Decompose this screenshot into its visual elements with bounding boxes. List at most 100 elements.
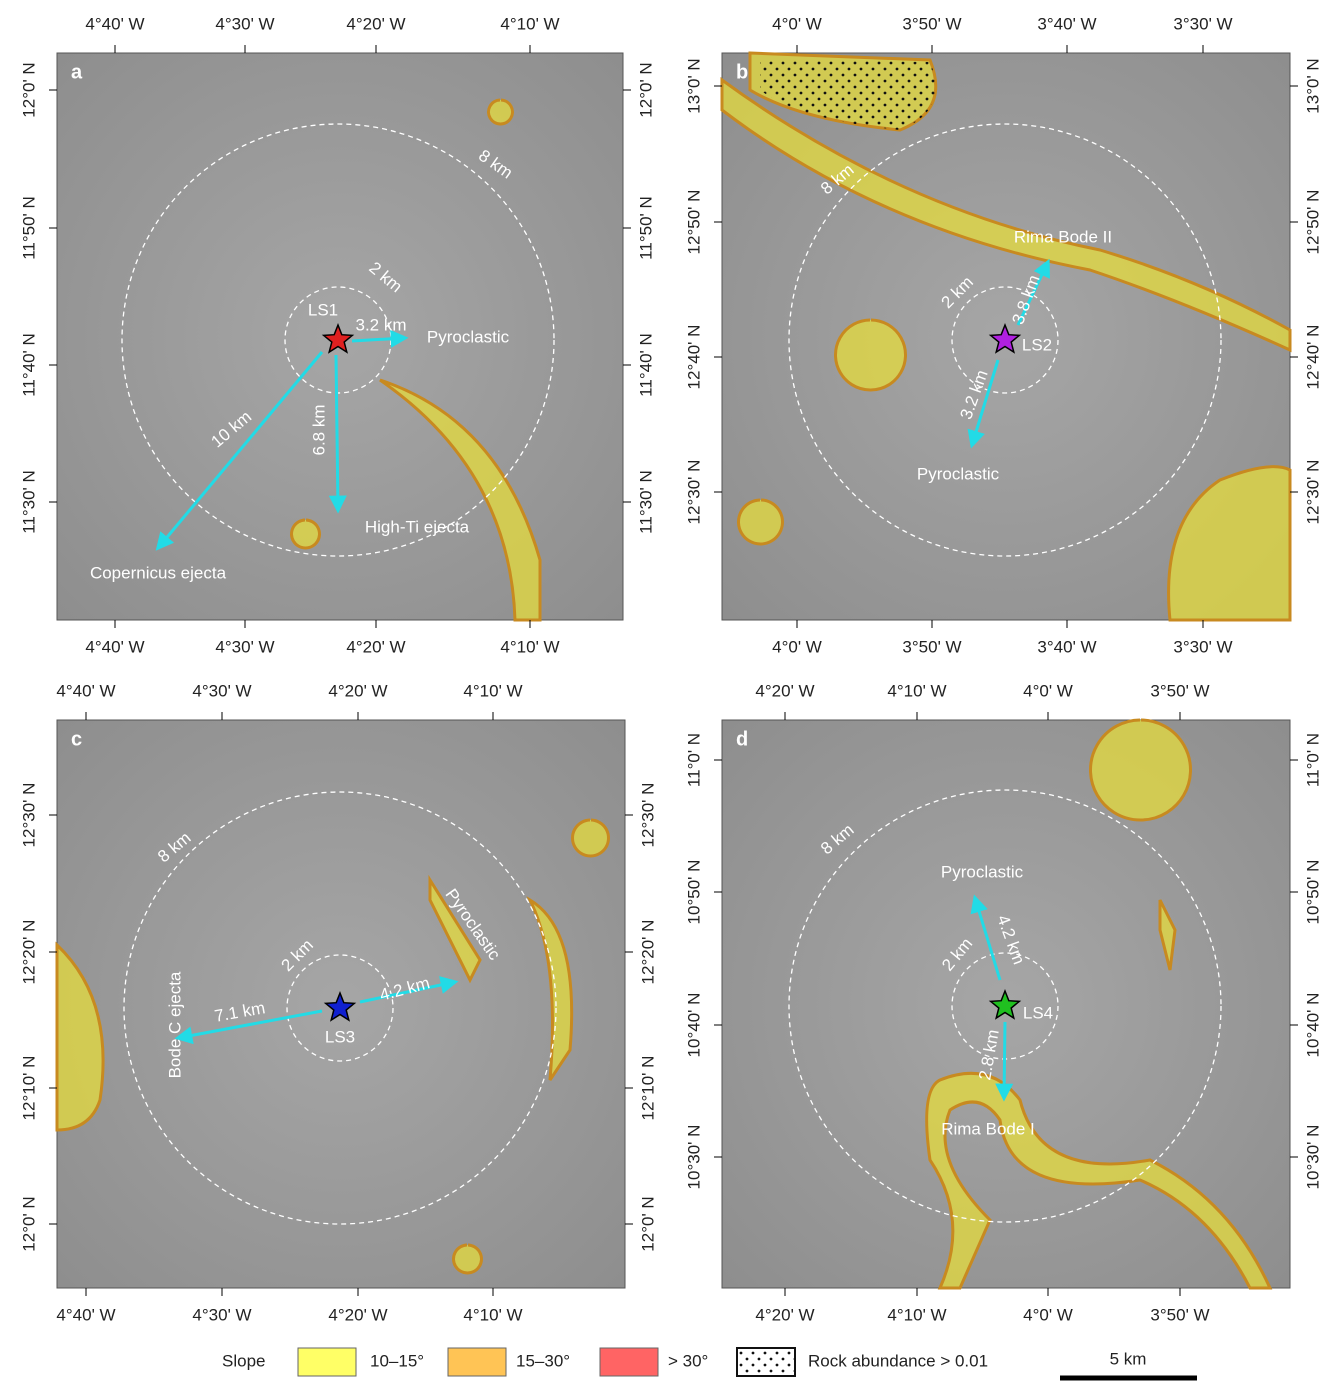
map-annotation: Pyroclastic [941,862,1024,881]
map-annotation: LS4 [1023,1003,1053,1022]
y-tick-label: 10°30' N [684,1125,703,1190]
legend-swatch [447,1347,507,1377]
y-tick-label: 12°40' N [1303,325,1322,390]
x-tick-label: 4°10' W [887,1305,946,1324]
x-tick-label: 3°50' W [902,637,961,656]
legend-swatch [736,1347,796,1377]
map-annotation: Bode C ejecta [165,971,184,1078]
y-tick-label: 10°40' N [1303,993,1322,1058]
slope-area [55,941,105,1132]
x-tick-label: 3°40' W [1037,637,1096,656]
x-tick-label: 4°40' W [56,1305,115,1324]
x-tick-label: 4°20' W [346,637,405,656]
x-tick-label: 4°0' W [772,14,822,33]
y-tick-label: 11°30' N [636,470,655,534]
y-tick-label: 13°0' N [1303,58,1322,113]
map-annotation: High-Ti ejecta [365,517,470,536]
y-tick-label: 10°50' N [684,860,703,925]
y-tick-label: 12°10' N [19,1056,38,1121]
y-tick-label: 11°40' N [19,333,38,397]
slope-area [1167,465,1292,622]
x-tick-label: 4°20' W [755,1305,814,1324]
x-tick-label: 4°30' W [215,637,274,656]
x-tick-label: 4°10' W [463,1305,522,1324]
y-tick-label: 12°20' N [638,920,657,985]
map-annotation: Pyroclastic [917,464,1000,483]
x-tick-label: 4°0' W [772,637,822,656]
slope-area [379,378,542,622]
landing-site-star [321,322,355,354]
map-annotation: Rima Bode I [941,1119,1035,1138]
x-tick-label: 4°40' W [85,14,144,33]
y-tick-label: 12°40' N [684,325,703,390]
legend-item: > 30° [668,1351,708,1370]
y-tick-label: 12°30' N [684,460,703,525]
x-tick-label: 3°50' W [1150,681,1209,700]
map-annotation: 3.2 km [355,315,406,334]
slope-area [571,818,610,858]
y-tick-label: 12°0' N [19,1196,38,1251]
x-tick-label: 4°10' W [500,14,559,33]
slope-area [452,1243,483,1275]
x-tick-label: 4°30' W [192,681,251,700]
x-tick-label: 4°0' W [1023,681,1073,700]
y-tick-label: 12°50' N [684,190,703,255]
distance-ring [286,954,394,1062]
distance-ring [788,789,1222,1223]
y-tick-label: 12°30' N [638,783,657,848]
arrow [174,1009,323,1045]
x-tick-label: 3°50' W [902,14,961,33]
y-tick-label: 10°40' N [684,993,703,1058]
legend-swatch [599,1347,659,1377]
slope-area [1158,899,1177,971]
x-tick-label: 4°40' W [56,681,115,700]
arrow [328,354,347,514]
slope-area [290,518,321,550]
x-tick-label: 3°30' W [1173,637,1232,656]
map-annotation: 6.8 km [309,404,328,455]
panel-label: a [71,61,83,83]
x-tick-label: 3°40' W [1037,14,1096,33]
arrow [359,976,459,1004]
arrow [995,1021,1014,1102]
arrow [1016,258,1050,326]
x-tick-label: 4°20' W [346,14,405,33]
y-tick-label: 10°50' N [1303,860,1322,925]
panel-label: d [736,728,748,750]
legend-swatch [297,1347,357,1377]
y-tick-label: 11°50' N [19,196,38,260]
slope-area [487,98,514,126]
scale-bar-label: 5 km [1110,1349,1147,1368]
x-tick-label: 4°30' W [215,14,274,33]
y-tick-label: 11°40' N [636,333,655,397]
x-tick-label: 4°10' W [463,681,522,700]
y-tick-label: 12°20' N [19,920,38,985]
rock-area [760,60,936,130]
legend-item: 15–30° [516,1351,570,1370]
x-tick-label: 4°20' W [755,681,814,700]
slope-area [526,896,574,1081]
y-tick-label: 11°0' N [684,733,703,787]
x-tick-label: 4°40' W [85,637,144,656]
slope-area [737,498,784,546]
legend: Slope 10–15° 15–30° > 30° Rock abundance… [222,1347,1197,1381]
y-tick-label: 11°0' N [1303,733,1322,787]
arrow [967,359,1000,449]
y-tick-label: 13°0' N [684,58,703,113]
x-tick-label: 4°30' W [192,1305,251,1324]
landing-site-star [323,990,357,1022]
slope-area [720,77,1292,353]
y-tick-label: 12°50' N [1303,190,1322,255]
legend-item: Rock abundance > 0.01 [808,1351,988,1370]
landing-site-star [988,322,1022,354]
y-tick-label: 12°0' N [19,62,38,117]
slope-area [925,1071,1273,1290]
map-annotation: LS1 [308,300,338,319]
panel-label: b [736,61,748,83]
arrow [155,351,324,551]
